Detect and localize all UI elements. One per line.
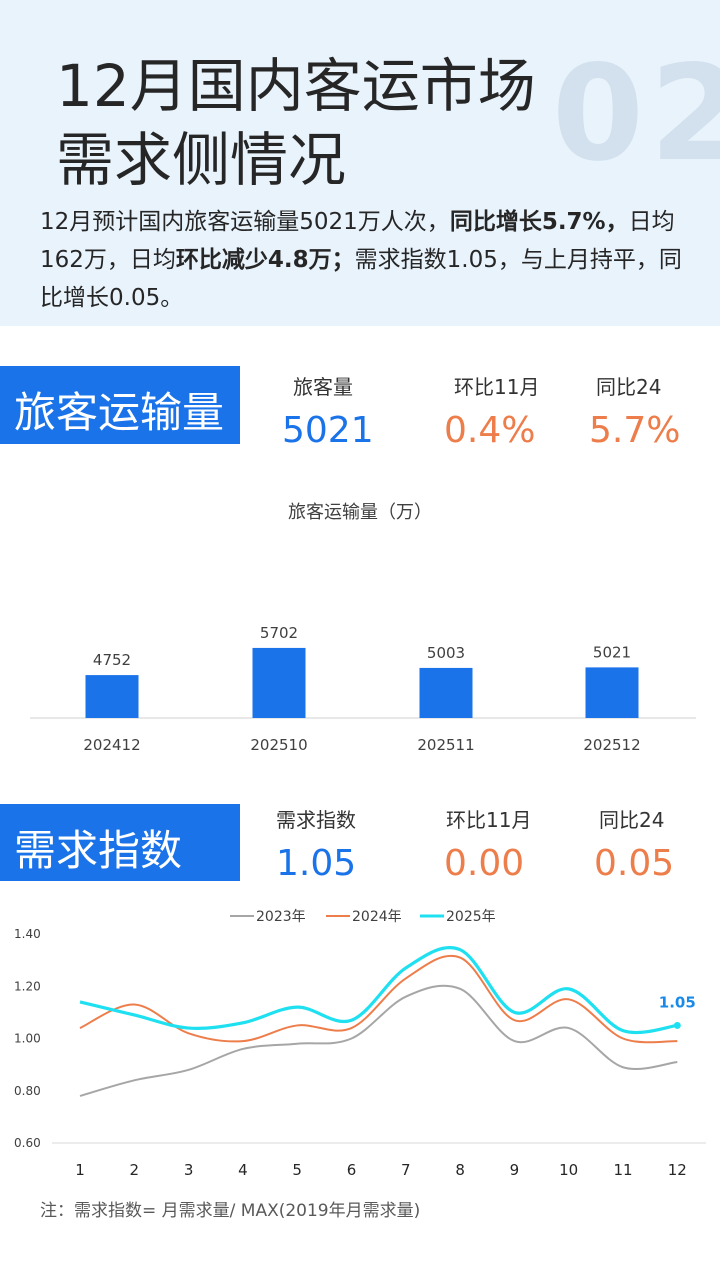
stat-value-passengers: 5021 xyxy=(282,410,374,451)
y-tick-label: 1.00 xyxy=(14,1032,41,1046)
legend-label: 2023年 xyxy=(256,909,306,925)
stat-value-demand-mom: 0.00 xyxy=(444,843,525,884)
summary-segment: 需求指数1.05，与上月持平，同比增长0.05。 xyxy=(40,247,682,311)
stat-label-demand-index: 需求指数 xyxy=(276,808,356,832)
x-tick-label: 8 xyxy=(455,1161,465,1179)
summary-segment: 日均162万，日均 xyxy=(40,209,675,273)
x-tick-label: 11 xyxy=(613,1161,632,1179)
bar-value-label: 5021 xyxy=(593,643,631,661)
stat-label-yoy: 同比24 xyxy=(596,375,662,399)
section-title-box-demand: 需求指数 xyxy=(0,804,240,881)
bar-category-label: 202511 xyxy=(417,736,474,754)
bar-value-label: 4752 xyxy=(93,651,131,669)
bar-202510 xyxy=(252,647,306,718)
stat-label-demand-mom: 环比11月 xyxy=(446,808,532,832)
x-tick-label: 4 xyxy=(238,1161,248,1179)
page-title-line2: 需求侧情况 xyxy=(56,126,347,194)
stat-value-demand-yoy: 0.05 xyxy=(594,843,675,884)
x-tick-label: 2 xyxy=(130,1161,140,1179)
bar-value-label: 5003 xyxy=(427,644,465,662)
passenger-bar-chart: 旅客运输量（万） 4752 202412 5702 202510 5003 202511 50… xyxy=(30,502,696,754)
x-tick-label: 1 xyxy=(75,1161,85,1179)
y-tick-label: 1.20 xyxy=(14,979,41,993)
y-tick-label: 0.80 xyxy=(14,1084,41,1098)
x-tick-label: 7 xyxy=(401,1161,411,1179)
x-tick-label: 9 xyxy=(510,1161,520,1179)
stat-label-mom: 环比11月 xyxy=(454,375,540,399)
legend-label: 2024年 xyxy=(352,909,402,925)
summary-segment: 12月预计国内旅客运输量5021万人次， xyxy=(40,209,450,235)
bar-chart-title: 旅客运输量（万） xyxy=(288,502,432,523)
x-tick-label: 5 xyxy=(292,1161,302,1179)
header-panel: 02 12月国内客运市场 需求侧情况 12月预计国内旅客运输量5021万人次，同… xyxy=(0,0,720,326)
end-value-annotation: 1.05 xyxy=(659,993,696,1011)
section-title-demand: 需求指数 xyxy=(14,826,183,875)
x-tick-label: 3 xyxy=(184,1161,194,1179)
y-tick-label: 1.40 xyxy=(14,927,41,941)
series-line-2025年 xyxy=(79,946,678,1035)
y-tick-label: 0.60 xyxy=(14,1136,41,1150)
bar-category-label: 202412 xyxy=(83,736,140,754)
series-line-2023年 xyxy=(79,984,678,1097)
x-tick-label: 12 xyxy=(668,1161,687,1179)
summary-text: 12月预计国内旅客运输量5021万人次，同比增长5.7%，日均162万，日均环比… xyxy=(40,203,700,317)
x-tick-label: 6 xyxy=(347,1161,357,1179)
x-tick-label: 10 xyxy=(559,1161,578,1179)
section-title-passenger: 旅客运输量 xyxy=(14,388,225,437)
footnote: 注：需求指数= 月需求量/ MAX(2019年月需求量) xyxy=(40,1201,421,1221)
bar-category-label: 202512 xyxy=(583,736,640,754)
section-number-watermark: 02 xyxy=(552,37,720,191)
bar-202512 xyxy=(585,667,639,718)
stat-label-demand-yoy: 同比24 xyxy=(599,808,665,832)
bar-202511 xyxy=(419,667,473,718)
stat-value-yoy: 5.7% xyxy=(589,410,681,451)
bar-value-label: 5702 xyxy=(260,624,298,642)
section-title-box-passenger: 旅客运输量 xyxy=(0,366,240,444)
series-line-2024年 xyxy=(79,954,678,1044)
bar-category-label: 202510 xyxy=(250,736,307,754)
legend-label: 2025年 xyxy=(446,909,496,925)
summary-highlight: 同比增长5.7%， xyxy=(449,209,629,235)
stat-value-mom: 0.4% xyxy=(444,410,536,451)
series-end-marker xyxy=(673,1021,681,1029)
stat-value-demand-index: 1.05 xyxy=(276,843,357,884)
summary-highlight: 环比减少4.8万； xyxy=(175,247,355,273)
bar-202412 xyxy=(85,675,139,718)
page-title-line1: 12月国内客运市场 xyxy=(56,52,536,120)
stat-label-passengers: 旅客量 xyxy=(293,375,353,399)
